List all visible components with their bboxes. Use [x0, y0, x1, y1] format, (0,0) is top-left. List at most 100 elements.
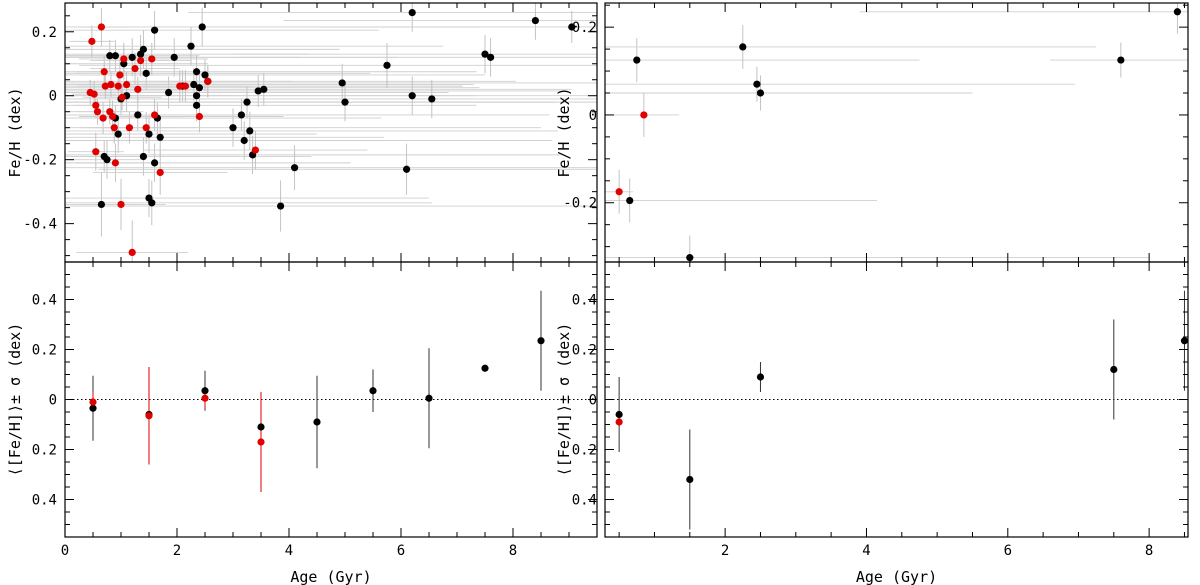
y-axis-label: Fe/H (dex): [6, 87, 24, 177]
x-tick-label: 6: [397, 543, 405, 559]
red-data-point: [90, 90, 98, 98]
red-data-point: [151, 111, 159, 119]
y-tick-label: 0: [589, 393, 597, 409]
red-data-point: [640, 111, 648, 119]
black-data-point: [341, 98, 349, 106]
black-data-point: [1110, 365, 1118, 374]
black-data-point: [190, 80, 198, 89]
black-data-point: [481, 364, 489, 372]
black-data-point: [106, 52, 114, 60]
red-data-point: [100, 68, 108, 76]
black-data-point: [568, 23, 576, 31]
black-data-point: [254, 87, 262, 95]
black-data-point: [1180, 337, 1188, 345]
red-data-point: [97, 23, 105, 31]
plot-area: [605, 290, 1188, 530]
black-data-point: [481, 50, 489, 58]
black-data-point: [686, 475, 694, 484]
y-tick-label: -0.2: [23, 153, 57, 169]
red-data-point: [120, 55, 128, 63]
black-data-point: [198, 23, 206, 31]
x-tick-label: 2: [721, 543, 729, 559]
black-data-point: [151, 26, 159, 34]
black-data-point: [428, 95, 436, 103]
black-data-point: [165, 88, 173, 97]
top-right-panel: 0.2 0 -0.2 Fe/H (dex): [555, 2, 1189, 263]
black-data-point: [277, 202, 285, 210]
red-data-point: [89, 398, 97, 406]
black-data-point: [756, 89, 765, 97]
red-data-point: [88, 37, 96, 45]
red-data-point: [92, 101, 100, 109]
axes-frame: [604, 2, 1189, 263]
y-tick-label: 0.2: [572, 20, 597, 36]
plot-area: [605, 3, 1188, 262]
black-data-point: [408, 92, 416, 100]
y-tick-label: 0.4: [572, 493, 597, 509]
red-data-point: [117, 200, 125, 209]
red-data-point: [195, 112, 203, 121]
black-data-point: [408, 8, 416, 17]
red-data-point: [92, 148, 100, 156]
y-tick-label: 0.2: [572, 443, 597, 459]
x-tick-label: 4: [862, 543, 870, 559]
y-tick-label: -0.2: [563, 196, 597, 212]
black-data-point: [187, 42, 195, 50]
red-data-point: [142, 124, 150, 132]
red-data-point: [176, 82, 184, 90]
red-data-point: [99, 114, 107, 122]
red-data-point: [116, 71, 124, 79]
red-data-point: [131, 64, 139, 73]
red-data-point: [148, 55, 156, 63]
x-tick-label: 8: [1145, 543, 1153, 559]
black-data-point: [425, 394, 433, 402]
y-tick-label: 0.2: [32, 443, 57, 459]
black-data-point: [237, 111, 245, 119]
black-data-point: [615, 410, 623, 419]
black-data-point: [487, 53, 495, 61]
plot-area: [65, 3, 597, 262]
y-tick-label: 0.2: [32, 25, 57, 41]
black-data-point: [753, 80, 761, 88]
red-data-point: [125, 124, 133, 132]
black-data-point: [114, 130, 122, 138]
y-tick-label: 0: [49, 393, 57, 409]
black-data-point: [156, 133, 164, 141]
x-axis-label: Age (Gyr): [856, 568, 937, 585]
black-data-point: [151, 159, 159, 167]
black-data-point: [193, 92, 201, 100]
red-data-point: [114, 82, 122, 90]
top-left-panel: 0.2 0 -0.2 -0.4 Fe/H (dex): [6, 2, 598, 263]
black-data-point: [201, 387, 209, 395]
black-data-point: [369, 387, 377, 395]
black-data-point: [128, 53, 136, 61]
black-data-point: [145, 130, 153, 138]
black-data-point: [633, 56, 641, 64]
red-data-point: [204, 77, 212, 85]
y-tick-label: 0.4: [32, 293, 57, 309]
red-data-point: [134, 85, 142, 93]
y-tick-label: 0: [49, 89, 57, 105]
black-data-point: [1173, 8, 1181, 16]
axes-frame: [604, 261, 1189, 538]
y-tick-label: -0.4: [23, 217, 57, 233]
black-data-point: [291, 164, 299, 172]
red-data-point: [93, 108, 102, 116]
red-data-point: [145, 412, 153, 420]
x-tick-label: 0: [61, 543, 69, 559]
red-data-point: [137, 56, 145, 65]
red-data-point: [118, 93, 126, 101]
black-data-point: [338, 79, 346, 87]
red-data-point: [101, 82, 109, 90]
y-tick-label: 0.2: [572, 343, 597, 359]
red-data-point: [181, 82, 189, 90]
x-axis-label: Age (Gyr): [290, 568, 371, 585]
black-data-point: [139, 45, 147, 53]
y-tick-label: 0.2: [32, 343, 57, 359]
black-data-point: [139, 152, 147, 161]
black-data-point: [170, 53, 178, 61]
black-data-point: [201, 71, 209, 79]
red-data-point: [107, 80, 115, 89]
red-data-point: [128, 248, 136, 257]
bottom-left-panel: 0.4 0.2 0 0.2 0.4 0 2 4 6 8 Age (Gyr) ⟨[Fe/H]⟩± σ (…: [6, 261, 598, 585]
